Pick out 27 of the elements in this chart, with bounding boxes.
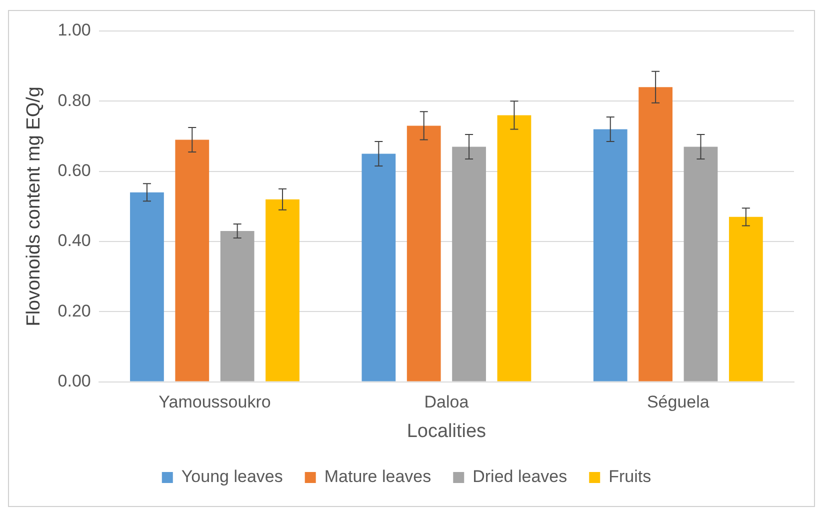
bar	[638, 87, 672, 382]
bar	[266, 199, 300, 382]
bar	[362, 154, 396, 382]
bar	[452, 146, 486, 382]
legend-label: Dried leaves	[472, 467, 568, 486]
bar	[130, 192, 164, 382]
y-axis-title: Flovonoids content mg EQ/g	[24, 86, 45, 326]
bar	[406, 126, 441, 382]
y-tick-label: 1.00	[58, 20, 91, 40]
bar	[175, 140, 210, 382]
bar	[728, 216, 763, 382]
y-tick-label: 0.20	[58, 301, 91, 320]
y-tick-label: 0.60	[58, 161, 91, 180]
x-tick-label: Séguela	[646, 392, 710, 412]
bar	[220, 230, 254, 382]
x-tick-label: Yamoussoukro	[158, 392, 271, 412]
y-tick-label: 0.80	[58, 90, 91, 110]
legend-label: Mature leaves	[324, 467, 432, 486]
legend-label: Young leaves	[181, 467, 283, 486]
bar	[593, 129, 628, 382]
y-tick-label: 0.40	[58, 231, 91, 250]
legend-label: Fruits	[608, 467, 652, 486]
bar	[684, 146, 718, 382]
y-tick-label: 0.00	[58, 371, 91, 390]
x-tick-label: Daloa	[424, 392, 470, 412]
x-axis-title: Localities	[406, 420, 486, 442]
bar	[497, 115, 532, 382]
